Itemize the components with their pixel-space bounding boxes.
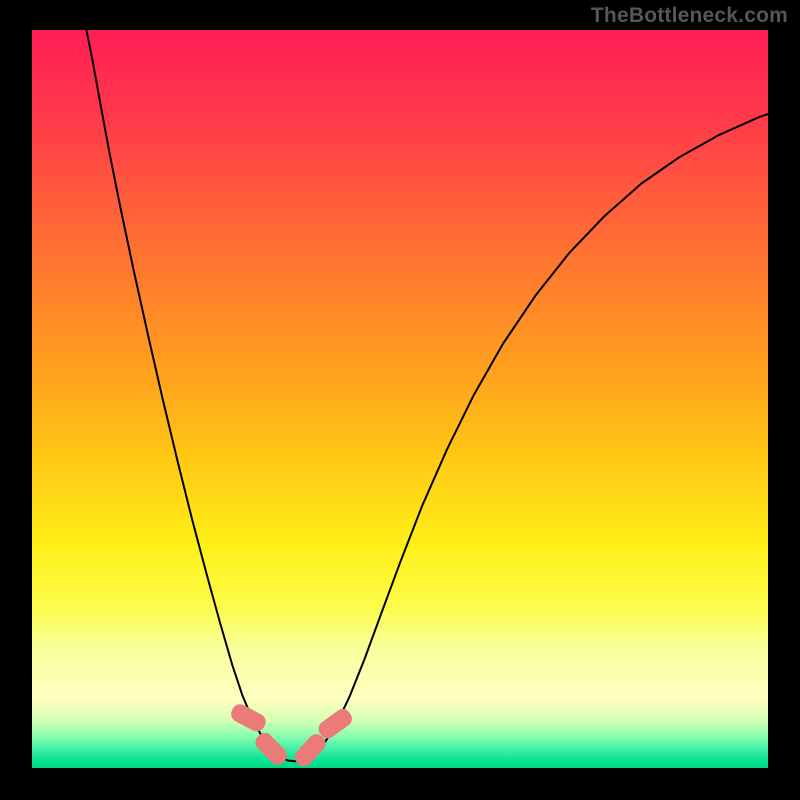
gradient-background xyxy=(32,30,768,768)
chart-container: TheBottleneck.com xyxy=(0,0,800,800)
watermark-text: TheBottleneck.com xyxy=(591,4,788,28)
bottleneck-chart xyxy=(32,30,768,768)
